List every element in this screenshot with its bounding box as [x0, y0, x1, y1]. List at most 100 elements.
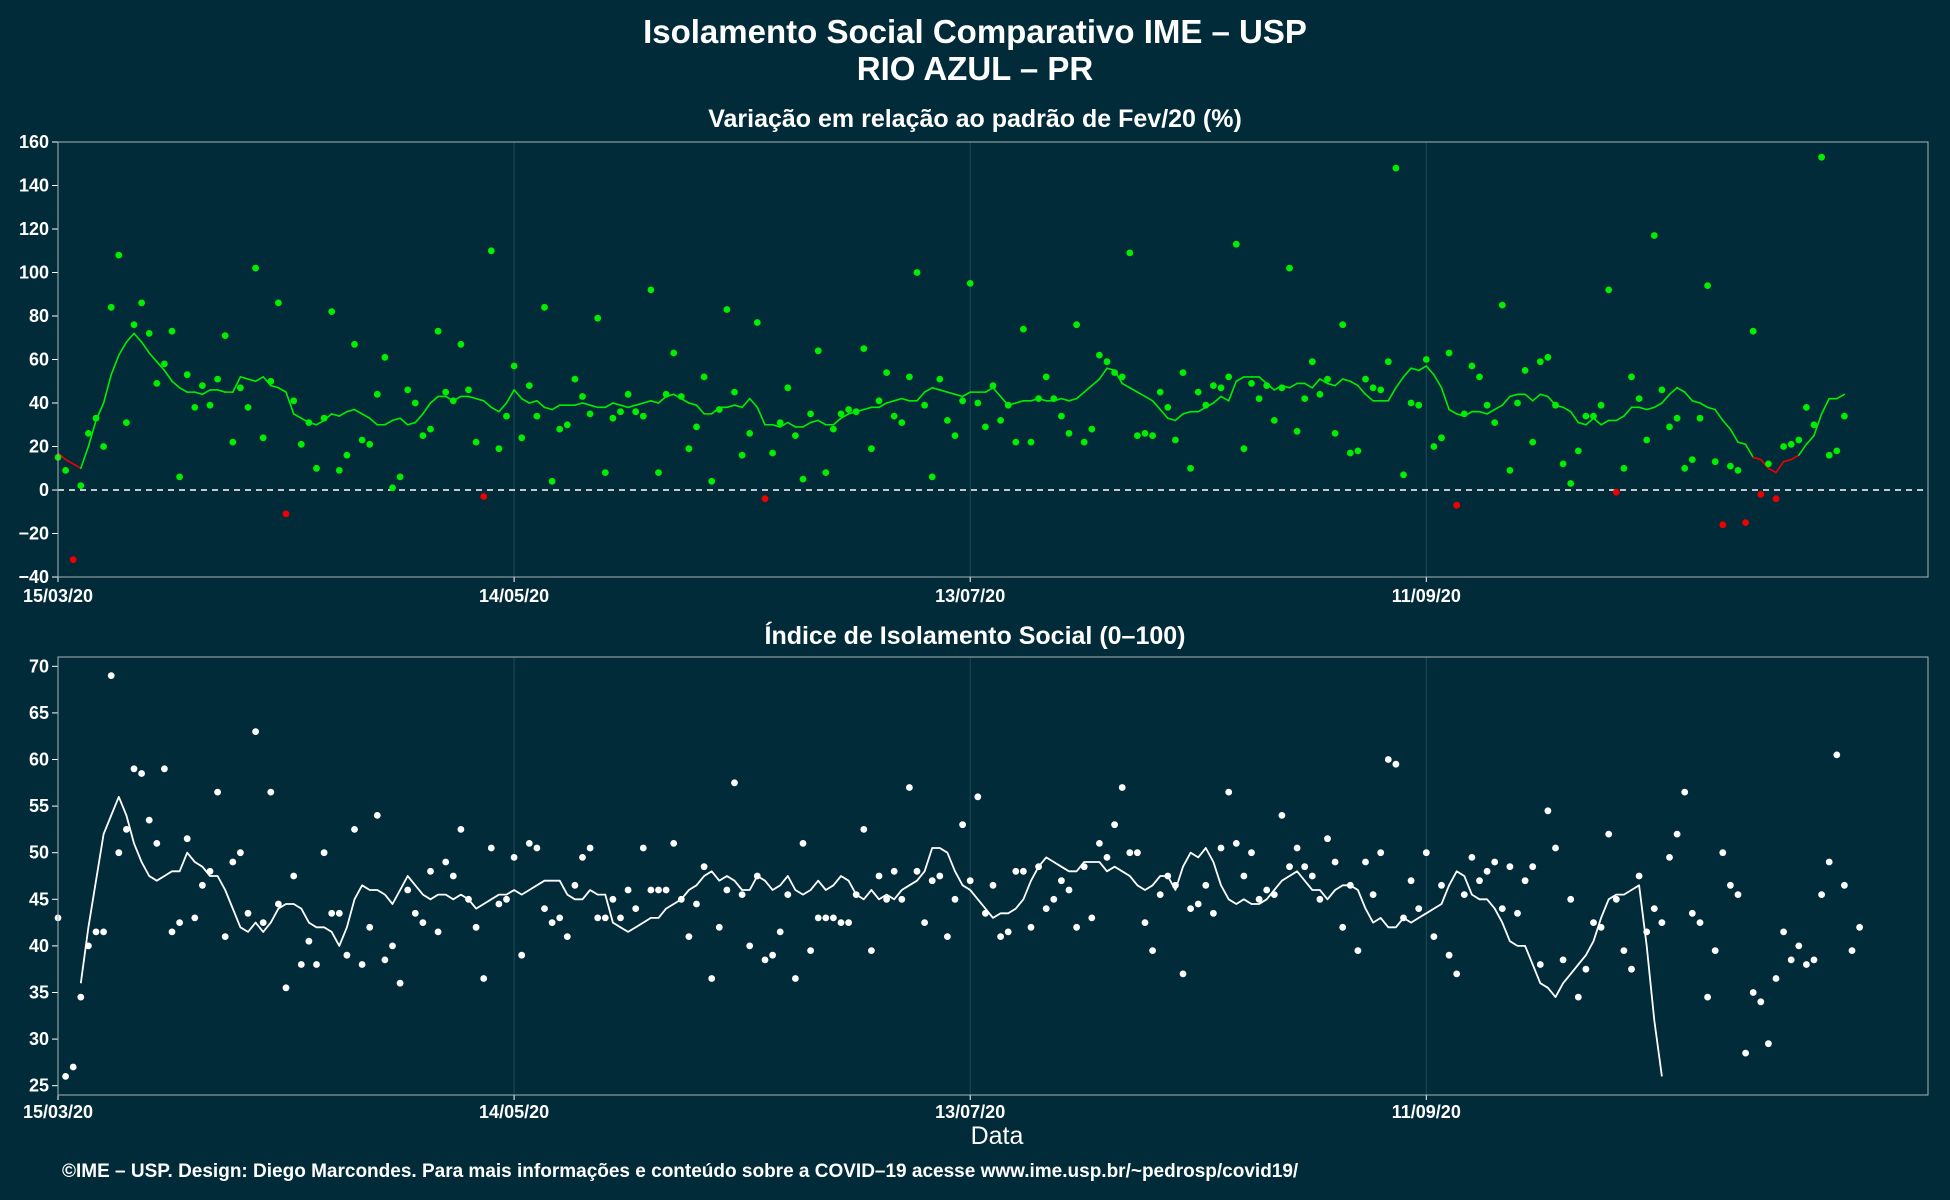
- moving-average-segment: [1174, 413, 1184, 422]
- moving-average-segment: [832, 417, 842, 426]
- moving-average-segment: [194, 391, 204, 396]
- data-point: [1324, 835, 1331, 843]
- moving-average-segment: [657, 395, 667, 404]
- data-point: [1141, 430, 1149, 437]
- moving-average-segment: [840, 413, 850, 420]
- data-point: [563, 421, 571, 429]
- data-point: [700, 863, 708, 871]
- data-point: [1605, 286, 1613, 294]
- data-point: [541, 303, 548, 311]
- data-point: [1316, 895, 1324, 903]
- data-point: [1012, 438, 1020, 446]
- moving-average-segment: [1653, 402, 1663, 409]
- data-point: [617, 914, 624, 922]
- data-point: [776, 928, 784, 936]
- moving-average-segment: [771, 423, 781, 428]
- data-point: [69, 1063, 77, 1071]
- data-point: [989, 881, 997, 889]
- data-point: [1073, 321, 1080, 329]
- data-point: [830, 425, 837, 433]
- data-point: [411, 399, 419, 407]
- data-point: [1286, 863, 1293, 871]
- data-point: [495, 900, 503, 908]
- data-point: [906, 373, 913, 381]
- moving-average-segment: [1212, 395, 1222, 404]
- moving-average-segment: [239, 376, 249, 380]
- data-point: [898, 419, 906, 426]
- data-point: [1567, 895, 1575, 903]
- y-tick-label: 20: [29, 437, 49, 457]
- data-point: [1415, 905, 1423, 912]
- moving-average-segment: [1349, 380, 1359, 387]
- moving-average-segment: [1319, 378, 1329, 385]
- moving-average-segment: [726, 404, 736, 409]
- data-point: [229, 438, 237, 446]
- data-point: [670, 349, 678, 357]
- data-point: [586, 844, 594, 852]
- data-point: [290, 872, 298, 880]
- data-point: [138, 770, 146, 777]
- data-point: [282, 510, 290, 518]
- data-point: [1339, 321, 1347, 329]
- data-point: [1780, 928, 1787, 936]
- moving-average-segment: [543, 406, 553, 411]
- data-point: [1194, 388, 1202, 396]
- data-point: [480, 493, 488, 500]
- data-point: [1582, 412, 1590, 420]
- data-point: [1483, 401, 1491, 409]
- moving-average-segment: [346, 408, 356, 413]
- data-point: [351, 340, 358, 348]
- data-point: [343, 951, 351, 959]
- data-point: [1681, 464, 1689, 472]
- data-point: [1134, 849, 1141, 857]
- moving-average-segment: [1075, 391, 1086, 400]
- data-point: [396, 979, 404, 987]
- data-point: [335, 909, 343, 917]
- moving-average-segment: [1440, 386, 1450, 411]
- moving-average-segment: [1357, 384, 1367, 396]
- moving-average-segment: [201, 389, 211, 396]
- data-point: [548, 919, 556, 926]
- data-point: [609, 895, 617, 903]
- moving-average-segment: [156, 360, 166, 372]
- data-point: [685, 445, 693, 453]
- data-point: [1787, 956, 1795, 964]
- data-point: [951, 432, 959, 439]
- data-point: [1020, 867, 1027, 875]
- data-point: [221, 933, 229, 940]
- data-point: [1187, 905, 1194, 912]
- data-point: [1628, 965, 1635, 973]
- data-point: [1567, 480, 1575, 487]
- data-point: [639, 844, 647, 852]
- moving-average-segment: [1091, 378, 1101, 387]
- data-point: [1597, 923, 1605, 931]
- data-point: [1658, 919, 1666, 926]
- moving-average-segment: [1569, 410, 1580, 424]
- moving-average-segment: [642, 400, 652, 404]
- moving-average-segment: [1387, 386, 1397, 402]
- moving-average-segment: [1288, 382, 1298, 389]
- data-point: [1354, 447, 1362, 455]
- moving-average-segment: [270, 384, 280, 389]
- moving-average-segment: [1151, 400, 1162, 411]
- moving-average-segment: [1805, 434, 1815, 446]
- data-point: [1339, 923, 1347, 931]
- moving-average-segment: [1668, 386, 1678, 396]
- data-point: [639, 412, 647, 420]
- data-point: [1263, 382, 1271, 389]
- data-point: [883, 895, 890, 903]
- data-point: [1346, 449, 1354, 457]
- data-point: [1111, 821, 1118, 829]
- data-point: [1650, 905, 1658, 912]
- moving-average-segment: [802, 421, 812, 428]
- data-point: [906, 784, 913, 791]
- moving-average-segment: [650, 400, 660, 404]
- moving-average-segment: [361, 413, 371, 420]
- data-point: [579, 393, 586, 400]
- data-point: [548, 477, 556, 485]
- data-point: [1308, 358, 1316, 366]
- x-tick-label: 11/09/20: [1392, 1102, 1461, 1122]
- moving-average-segment: [1410, 367, 1420, 372]
- data-point: [161, 360, 168, 368]
